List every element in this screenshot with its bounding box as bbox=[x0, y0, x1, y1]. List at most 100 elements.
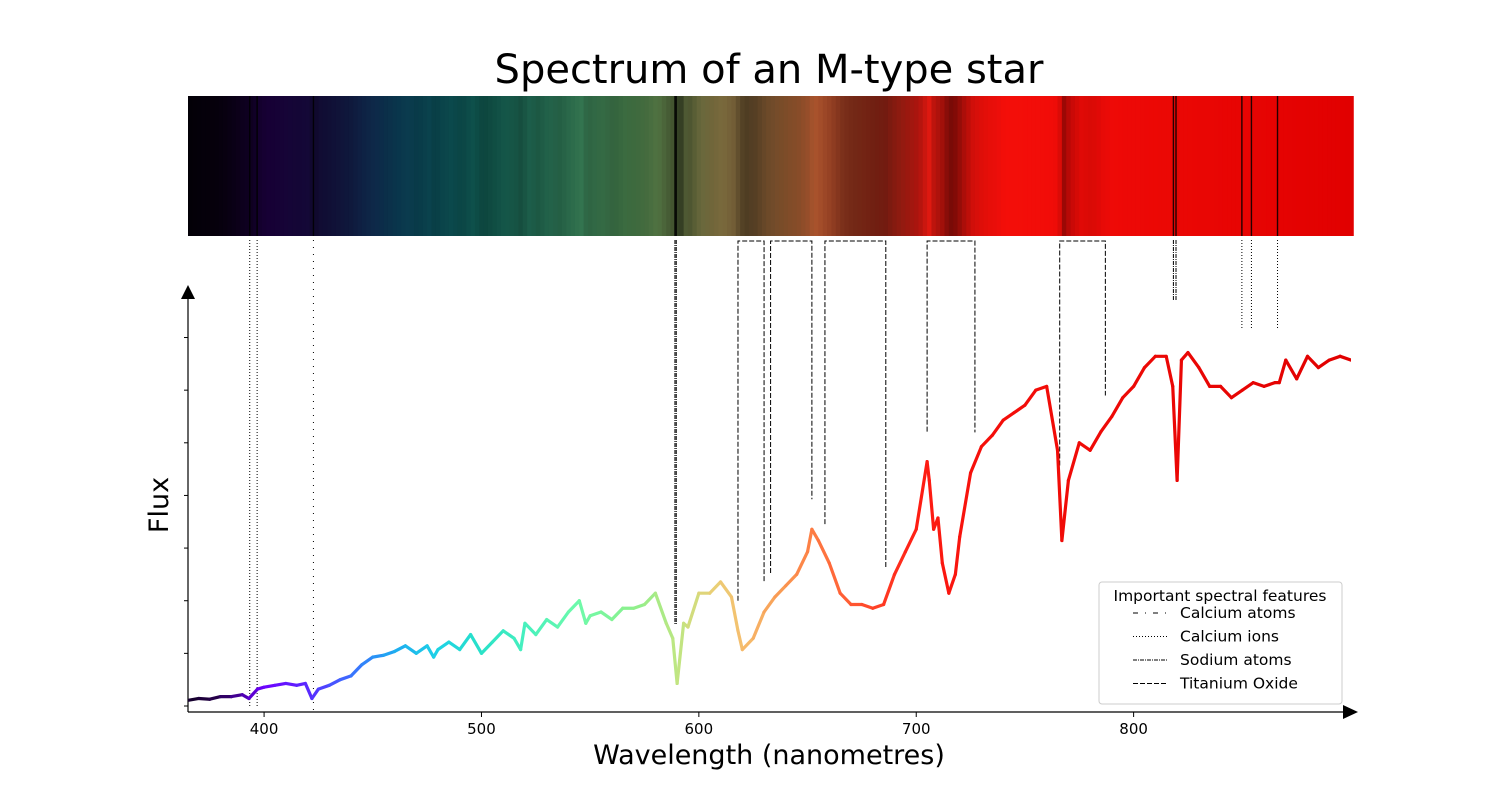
spectrum-segment-29 bbox=[468, 632, 484, 655]
spectrum-segment-108 bbox=[1186, 350, 1201, 370]
spectrum-segment-14 bbox=[316, 683, 331, 691]
spectrum-segment-69 bbox=[838, 591, 853, 607]
spectrum-bar-slice bbox=[218, 96, 224, 236]
spectrum-segment-46 bbox=[632, 602, 647, 610]
spectrum-bar-slice bbox=[514, 96, 520, 236]
spectrum-segment-47 bbox=[642, 591, 657, 607]
spectrum-bar-slice bbox=[479, 96, 485, 236]
spectrum-segment-28 bbox=[458, 632, 473, 652]
spectrum-bar-slice bbox=[457, 96, 463, 236]
spectrum-bar-slice bbox=[435, 96, 441, 236]
spectrum-bar-slice bbox=[570, 96, 576, 236]
spectrum-segment-115 bbox=[1262, 381, 1277, 388]
x-axis-arrow bbox=[1343, 705, 1358, 719]
spectrum-bar-slice bbox=[531, 96, 537, 236]
spectrum-bar-slice bbox=[496, 96, 502, 236]
spectrum-segment-35 bbox=[523, 621, 538, 637]
spectrum-bar-slice bbox=[879, 96, 885, 236]
x-tick-label-500: 500 bbox=[467, 720, 496, 738]
spectrum-bar-slice bbox=[622, 96, 628, 236]
spectrum-bar-slice bbox=[422, 96, 428, 236]
spectrum-segment-104 bbox=[1164, 354, 1175, 388]
spectrum-bar-slice bbox=[927, 96, 933, 236]
spectrum-bar-slice bbox=[992, 96, 998, 236]
spectrum-bar-slice bbox=[853, 96, 859, 236]
spectrum-segment-107 bbox=[1179, 350, 1190, 362]
spectrum-bar-slice bbox=[579, 96, 585, 236]
spectrum-bar-slice bbox=[940, 96, 946, 236]
spectrum-bar-slice bbox=[557, 96, 563, 236]
spectrum-bar-slice bbox=[305, 96, 311, 236]
spectrum-bar-slice bbox=[918, 96, 924, 236]
spectrum-bar-slice bbox=[1240, 96, 1246, 236]
spectrum-segment-20 bbox=[382, 649, 397, 657]
spectrum-bar-slice bbox=[753, 96, 759, 236]
spectrum-bar-slice bbox=[792, 96, 798, 236]
spectrum-bar-slice bbox=[266, 96, 272, 236]
spectrum-bar-slice bbox=[744, 96, 750, 236]
spectrum-segment-43 bbox=[599, 610, 614, 622]
spectrum-bar-slice bbox=[996, 96, 1002, 236]
spectrum-segment-72 bbox=[871, 602, 886, 610]
spectrum-segment-111 bbox=[1218, 384, 1234, 400]
spectrum-bar-slice bbox=[601, 96, 606, 236]
spectrum-bar-slice bbox=[866, 96, 872, 236]
spectrum-bar-slice bbox=[914, 96, 920, 236]
spectrum-bar-slice bbox=[535, 96, 541, 236]
spectrum-segment-80 bbox=[936, 516, 944, 565]
spectrum-bar-slice bbox=[587, 96, 593, 236]
spectrum-segment-94 bbox=[1060, 478, 1071, 543]
spectrum-bar-slice bbox=[1196, 96, 1202, 236]
spectrum-bar-slice bbox=[666, 96, 672, 236]
spectrum-bar-slice bbox=[257, 96, 263, 236]
x-tick-label-400: 400 bbox=[250, 720, 279, 738]
legend-label-0: Calcium atoms bbox=[1180, 604, 1296, 622]
spectrum-bar-slice bbox=[544, 96, 550, 236]
spectrum-segment-51 bbox=[675, 621, 686, 686]
spectrum-segment-78 bbox=[927, 478, 936, 531]
spectrum-bar-slice bbox=[1348, 96, 1354, 236]
spectrum-bar-slice bbox=[231, 96, 237, 236]
spectrum-bar-slice bbox=[692, 96, 698, 236]
spectrum-bar-slice bbox=[235, 96, 241, 236]
spectrum-segment-22 bbox=[403, 644, 418, 655]
titanium-oxide-band-1 bbox=[770, 240, 813, 573]
spectrum-bar-slice bbox=[953, 96, 959, 236]
spectrum-bar-slice bbox=[609, 96, 615, 236]
spectrum-bar-slice bbox=[240, 96, 246, 236]
legend-title: Important spectral features bbox=[1114, 587, 1327, 605]
axes bbox=[181, 285, 1358, 719]
spectrum-bar-slice bbox=[370, 96, 376, 236]
spectrum-segment-92 bbox=[1045, 384, 1060, 452]
chart-title: Spectrum of an M-type star bbox=[495, 47, 1044, 93]
spectrum-bar-slice bbox=[731, 96, 737, 236]
spectrum-segment-27 bbox=[447, 640, 462, 652]
spectrum-segment-16 bbox=[338, 674, 353, 682]
spectrum-bar-slice bbox=[279, 96, 285, 236]
spectrum-bar-slice bbox=[1101, 96, 1106, 236]
spectrum-segment-97 bbox=[1088, 429, 1103, 452]
spectrum-bar-slice bbox=[505, 96, 511, 236]
spectrum-bar-slice bbox=[1296, 96, 1302, 236]
spectrum-bar-slice bbox=[770, 96, 776, 236]
spectrum-segment-1 bbox=[197, 696, 212, 701]
spectrum-bar-slice bbox=[701, 96, 706, 236]
spectrum-bar-slice bbox=[1344, 96, 1350, 236]
spectrum-bar-slice bbox=[1187, 96, 1193, 236]
spectrum-bar-slice bbox=[405, 96, 411, 236]
spectrum-segment-39 bbox=[566, 599, 581, 614]
spectrum-bar-slice bbox=[501, 96, 506, 236]
spectrum-segment-61 bbox=[762, 595, 777, 614]
spectrum-bar-slice bbox=[1018, 96, 1024, 236]
x-tick-label-800: 800 bbox=[1119, 720, 1148, 738]
spectrum-segment-53 bbox=[686, 591, 701, 629]
spectrum-segment-106 bbox=[1175, 358, 1184, 482]
spectrum-bar-slice bbox=[718, 96, 724, 236]
spectrum-bar-slice bbox=[1314, 96, 1319, 236]
spectrum-bar-slice bbox=[188, 96, 193, 236]
spectrum-segment-13 bbox=[310, 687, 321, 701]
spectrum-segment-12 bbox=[303, 681, 314, 701]
spectrum-bar-slice bbox=[396, 96, 402, 236]
spectrum-bar-slice bbox=[244, 96, 250, 236]
spectrum-segment-18 bbox=[360, 655, 375, 667]
